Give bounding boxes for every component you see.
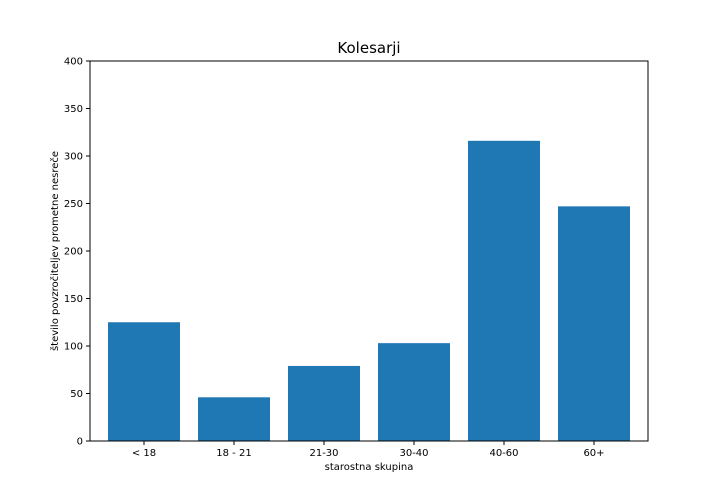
x-tick-label-0: < 18 (132, 448, 156, 459)
y-tick-label-2: 100 (64, 342, 83, 353)
y-tick-label-7: 350 (64, 104, 83, 115)
x-tick-label-5: 60+ (583, 448, 604, 459)
bars-group (108, 140, 630, 442)
bar-5 (558, 206, 630, 441)
x-axis-label: starostna skupina (325, 462, 414, 473)
x-tick-label-1: 18 - 21 (216, 448, 251, 459)
bar-0 (108, 322, 180, 441)
y-tick-label-8: 400 (64, 57, 83, 68)
x-tick-label-3: 30-40 (399, 448, 428, 459)
x-axis: < 18 18 - 21 21-30 30-40 40-60 60+ (132, 441, 605, 459)
chart-title: Kolesarji (337, 39, 400, 57)
y-tick-label-3: 150 (64, 294, 83, 305)
y-tick-label-4: 200 (64, 247, 83, 258)
plot-frame (89, 60, 649, 442)
y-tick-label-1: 50 (70, 389, 83, 400)
y-axis-label: število povzročiteljev prometne nesreče (49, 151, 61, 351)
y-tick-label-0: 0 (77, 437, 83, 448)
bar-1 (198, 397, 270, 441)
x-tick-label-2: 21-30 (309, 448, 338, 459)
bar-4 (468, 140, 540, 442)
x-tick-label-4: 40-60 (489, 448, 518, 459)
bar-3 (378, 343, 450, 441)
y-tick-label-6: 300 (64, 152, 83, 163)
bar-2 (288, 365, 360, 441)
y-axis: 0 50 100 150 200 250 300 350 400 (64, 57, 90, 448)
y-tick-label-5: 250 (64, 199, 83, 210)
